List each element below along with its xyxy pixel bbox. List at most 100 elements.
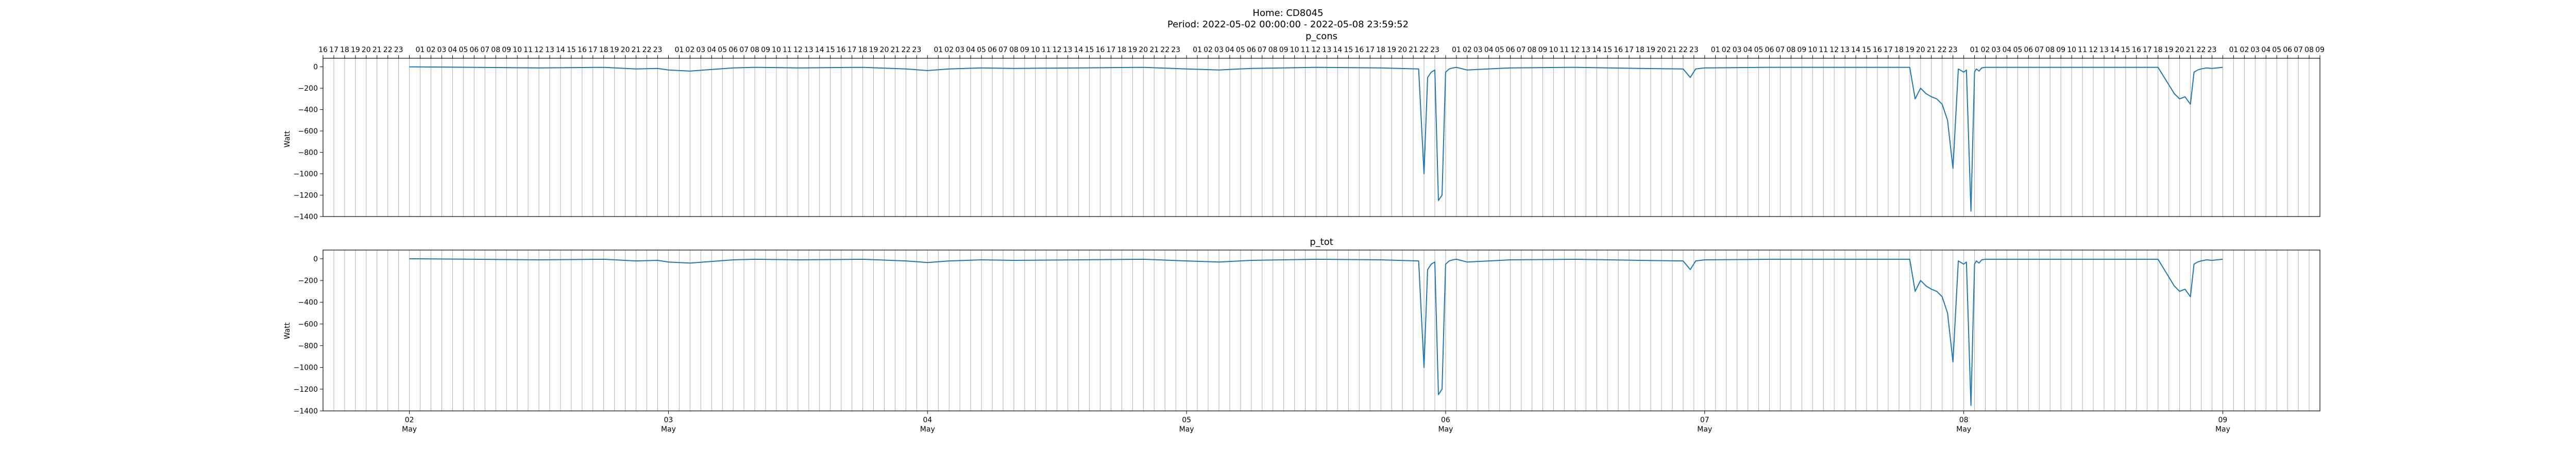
x-tick-label: 20 [362, 46, 371, 54]
x-month-label: May [2215, 425, 2230, 434]
x-tick-label: 21 [1409, 46, 1418, 54]
y-tick-label: −200 [298, 85, 318, 93]
x-tick-label: 10 [513, 46, 522, 54]
x-tick-label: 16 [578, 46, 587, 54]
subplot-title: p_tot [1310, 237, 1333, 247]
x-tick-label: 23 [1948, 46, 1958, 54]
x-tick-label: 17 [1884, 46, 1893, 54]
x-date-label: 04 [923, 416, 932, 424]
y-tick-label: −1200 [294, 386, 318, 394]
y-tick-label: −400 [298, 106, 318, 114]
y-tick-label: −600 [298, 320, 318, 328]
x-tick-label: 03 [2250, 46, 2260, 54]
x-tick-label: 11 [1042, 46, 1051, 54]
x-tick-label: 17 [2143, 46, 2152, 54]
x-tick-label: 21 [1668, 46, 1677, 54]
x-tick-label: 07 [739, 46, 749, 54]
x-tick-label: 01 [1452, 46, 1461, 54]
x-tick-label: 09 [761, 46, 770, 54]
x-month-label: May [920, 425, 935, 434]
x-tick-label: 02 [944, 46, 954, 54]
x-tick-label: 07 [1776, 46, 1785, 54]
x-tick-label: 14 [1592, 46, 1601, 54]
x-tick-label: 13 [2099, 46, 2109, 54]
x-tick-label: 10 [772, 46, 781, 54]
x-tick-label: 23 [912, 46, 921, 54]
x-date-label: 02 [405, 416, 414, 424]
x-tick-label: 13 [1581, 46, 1590, 54]
x-tick-label: 18 [1376, 46, 1385, 54]
y-tick-label: −1400 [294, 407, 318, 416]
x-tick-label: 03 [1992, 46, 2001, 54]
x-tick-label: 04 [1225, 46, 1234, 54]
x-tick-label: 01 [934, 46, 943, 54]
x-tick-label: 23 [1430, 46, 1439, 54]
y-tick-label: 0 [313, 63, 318, 72]
x-tick-label: 19 [869, 46, 878, 54]
x-tick-label: 20 [2175, 46, 2184, 54]
y-tick-label: −1000 [294, 170, 318, 178]
x-month-label: May [1179, 425, 1194, 434]
x-tick-label: 06 [2024, 46, 2033, 54]
x-tick-label: 14 [815, 46, 824, 54]
plot-frame [323, 58, 2320, 217]
x-tick-label: 02 [1981, 46, 1990, 54]
x-tick-label: 14 [1074, 46, 1083, 54]
x-tick-label: 16 [1614, 46, 1623, 54]
x-tick-label: 09 [2056, 46, 2065, 54]
x-tick-label: 06 [988, 46, 997, 54]
x-tick-label: 16 [1096, 46, 1105, 54]
plot-frame [323, 250, 2320, 411]
x-tick-label: 21 [1149, 46, 1159, 54]
x-tick-label: 14 [556, 46, 565, 54]
x-tick-label: 01 [416, 46, 425, 54]
x-tick-label: 03 [437, 46, 447, 54]
x-tick-label: 15 [1862, 46, 1871, 54]
x-tick-label: 14 [1851, 46, 1860, 54]
x-tick-label: 08 [1268, 46, 1278, 54]
y-tick-label: −800 [298, 342, 318, 351]
x-tick-label: 04 [2261, 46, 2270, 54]
subplot-title: p_cons [1306, 31, 1337, 42]
x-month-label: May [1956, 425, 1971, 434]
x-tick-label: 12 [793, 46, 803, 54]
x-tick-label: 23 [1689, 46, 1699, 54]
y-tick-label: −200 [298, 277, 318, 285]
x-tick-label: 02 [685, 46, 694, 54]
x-tick-label: 02 [2240, 46, 2249, 54]
x-tick-label: 06 [1506, 46, 1515, 54]
x-tick-label: 20 [1398, 46, 1407, 54]
x-tick-label: 07 [1517, 46, 1526, 54]
chart-panel-p-cons: p_cons Watt 16 17 18 19 20 21 22 23 01 02 03 04 05 06… [283, 31, 2325, 221]
x-tick-label: 17 [848, 46, 857, 54]
x-tick-label: 19 [1646, 46, 1655, 54]
x-tick-label: 08 [1528, 46, 1537, 54]
x-tick-label: 22 [383, 46, 393, 54]
x-tick-label: 13 [804, 46, 814, 54]
x-tick-label: 01 [1193, 46, 1202, 54]
x-tick-label: 22 [642, 46, 652, 54]
x-tick-label: 06 [2283, 46, 2292, 54]
x-tick-label: 16 [2132, 46, 2141, 54]
figure-title-line1: Home: CD8045 [1252, 8, 1323, 19]
x-date-label: 03 [664, 416, 673, 424]
x-tick-label: 17 [1107, 46, 1116, 54]
x-tick-label: 22 [901, 46, 910, 54]
x-tick-label: 12 [534, 46, 544, 54]
x-tick-label: 19 [1387, 46, 1396, 54]
x-tick-label: 10 [1549, 46, 1558, 54]
x-tick-label: 21 [891, 46, 900, 54]
x-tick-label: 17 [588, 46, 598, 54]
x-tick-label: 01 [2229, 46, 2238, 54]
x-tick-label: 21 [2186, 46, 2195, 54]
x-tick-label: 22 [1679, 46, 1688, 54]
x-tick-label: 15 [1344, 46, 1353, 54]
x-tick-label: 12 [1053, 46, 1062, 54]
x-tick-label: 10 [1290, 46, 1299, 54]
x-tick-label: 09 [1797, 46, 1806, 54]
x-tick-label: 18 [1635, 46, 1645, 54]
x-tick-label: 13 [1063, 46, 1073, 54]
x-tick-label: 21 [1927, 46, 1936, 54]
x-tick-label: 19 [351, 46, 360, 54]
x-tick-label: 04 [707, 46, 716, 54]
